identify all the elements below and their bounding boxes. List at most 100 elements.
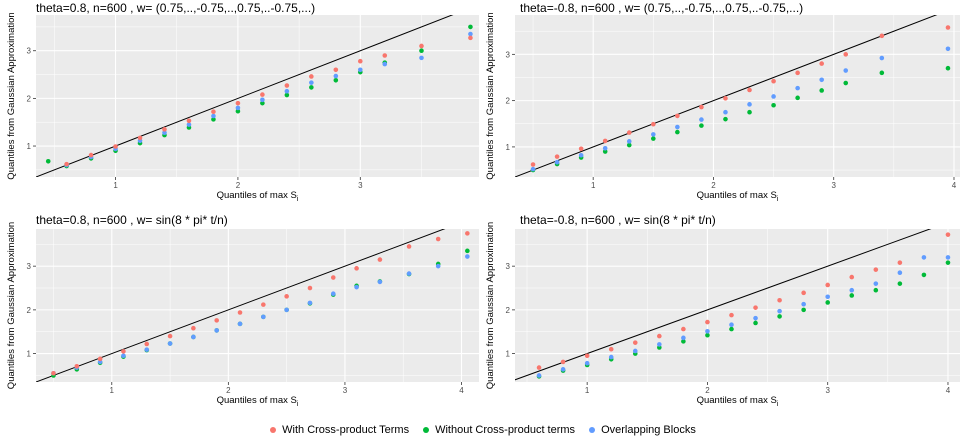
- data-point: [945, 232, 951, 237]
- data-point: [309, 80, 314, 85]
- data-point: [307, 285, 313, 291]
- y-axis-label: Quantiles from Gaussian Approximation: [6, 222, 17, 389]
- y-tick-label: 1: [506, 350, 511, 359]
- data-point: [632, 348, 638, 354]
- data-point: [626, 130, 632, 135]
- data-point: [681, 335, 686, 341]
- legend: With Cross-product Terms Without Cross-p…: [0, 420, 966, 440]
- data-point: [705, 332, 710, 338]
- data-point: [945, 255, 951, 260]
- data-point: [284, 92, 290, 98]
- data-point: [657, 333, 662, 339]
- data-point: [753, 320, 758, 326]
- data-point: [626, 142, 632, 148]
- data-point: [554, 154, 560, 159]
- data-point: [675, 113, 680, 119]
- data-point: [536, 373, 542, 378]
- data-point: [121, 353, 126, 359]
- y-axis-label: Quantiles from Gaussian Approximation: [485, 222, 496, 389]
- data-point: [162, 127, 167, 132]
- y-tick-label: 2: [506, 97, 511, 106]
- x-tick-label: 3: [343, 386, 348, 395]
- data-point: [237, 321, 243, 327]
- data-point: [771, 78, 776, 84]
- data-point: [382, 53, 388, 58]
- data-point: [777, 308, 782, 314]
- data-point: [608, 354, 614, 360]
- data-point: [681, 339, 686, 344]
- data-point: [699, 117, 704, 122]
- data-point: [843, 80, 849, 86]
- x-axis-label: Quantiles of max Si: [697, 190, 779, 203]
- panel-background: [515, 229, 960, 382]
- data-point: [554, 159, 560, 165]
- data-point: [560, 367, 566, 372]
- data-point: [333, 67, 339, 73]
- y-axis-label: Quantiles from Gaussian Approximation: [485, 12, 496, 179]
- panel-title: theta=0.8, n=600 , w= sin(8 * pi* t/n): [36, 213, 228, 227]
- legend-label: Without Cross-product terms: [435, 424, 576, 436]
- x-tick-label: 2: [705, 386, 710, 395]
- y-tick-label: 3: [506, 262, 511, 271]
- data-point: [795, 85, 800, 91]
- x-tick-label: 1: [113, 181, 118, 190]
- data-point: [237, 310, 243, 315]
- x-tick-label: 1: [591, 181, 596, 190]
- data-point: [747, 102, 752, 107]
- data-point: [309, 85, 314, 90]
- data-point: [406, 244, 412, 249]
- data-point: [879, 33, 885, 39]
- data-point: [530, 166, 536, 172]
- data-point: [435, 263, 441, 269]
- reference-line: [36, 229, 446, 382]
- panel-2: 1 2 3 4 1 2 3 theta=-0.8, n=600 , w= (0.75,..,-…: [485, 1, 960, 203]
- data-point: [162, 130, 167, 135]
- data-point: [284, 88, 290, 94]
- data-point: [211, 109, 216, 115]
- data-point: [167, 341, 173, 346]
- data-point: [88, 152, 94, 158]
- data-point: [705, 328, 710, 334]
- legend-label: With Cross-product Terms: [282, 424, 410, 436]
- data-point: [819, 77, 824, 83]
- data-point: [560, 359, 566, 365]
- y-tick-label: 1: [27, 142, 32, 151]
- legend-dot-green: [423, 427, 430, 433]
- data-point: [51, 370, 56, 376]
- x-axis-label: Quantiles of max Si: [697, 395, 779, 408]
- data-point: [186, 122, 192, 127]
- data-point: [235, 100, 241, 106]
- x-axis-label-subscript: i: [777, 196, 779, 203]
- x-tick-label: 2: [236, 181, 241, 190]
- data-point: [167, 333, 173, 339]
- data-point: [849, 293, 855, 298]
- data-point: [97, 356, 103, 362]
- legend-dot-red: [270, 427, 277, 433]
- data-point: [729, 326, 734, 332]
- data-point: [777, 297, 782, 303]
- data-point: [843, 52, 849, 57]
- x-tick-label: 3: [825, 386, 830, 395]
- data-point: [307, 300, 313, 306]
- data-point: [849, 287, 855, 293]
- data-point: [873, 287, 879, 293]
- data-point: [921, 272, 927, 278]
- panel-background: [36, 229, 479, 382]
- y-tick-label: 1: [27, 350, 32, 359]
- data-point: [849, 274, 855, 280]
- data-point: [753, 305, 758, 310]
- panel-background: [515, 15, 960, 177]
- data-point: [45, 158, 51, 164]
- data-point: [419, 43, 424, 49]
- x-tick-label: 4: [946, 386, 951, 395]
- legend-dot-blue: [589, 427, 596, 433]
- y-tick-label: 3: [27, 47, 32, 56]
- y-axis-label: Quantiles from Gaussian Approximation: [6, 12, 17, 179]
- data-point: [191, 334, 196, 340]
- data-point: [729, 322, 734, 328]
- data-point: [284, 83, 290, 88]
- data-point: [945, 46, 951, 52]
- panel-title: theta=-0.8, n=600 , w= sin(8 * pi* t/n): [520, 213, 716, 227]
- data-point: [602, 149, 608, 154]
